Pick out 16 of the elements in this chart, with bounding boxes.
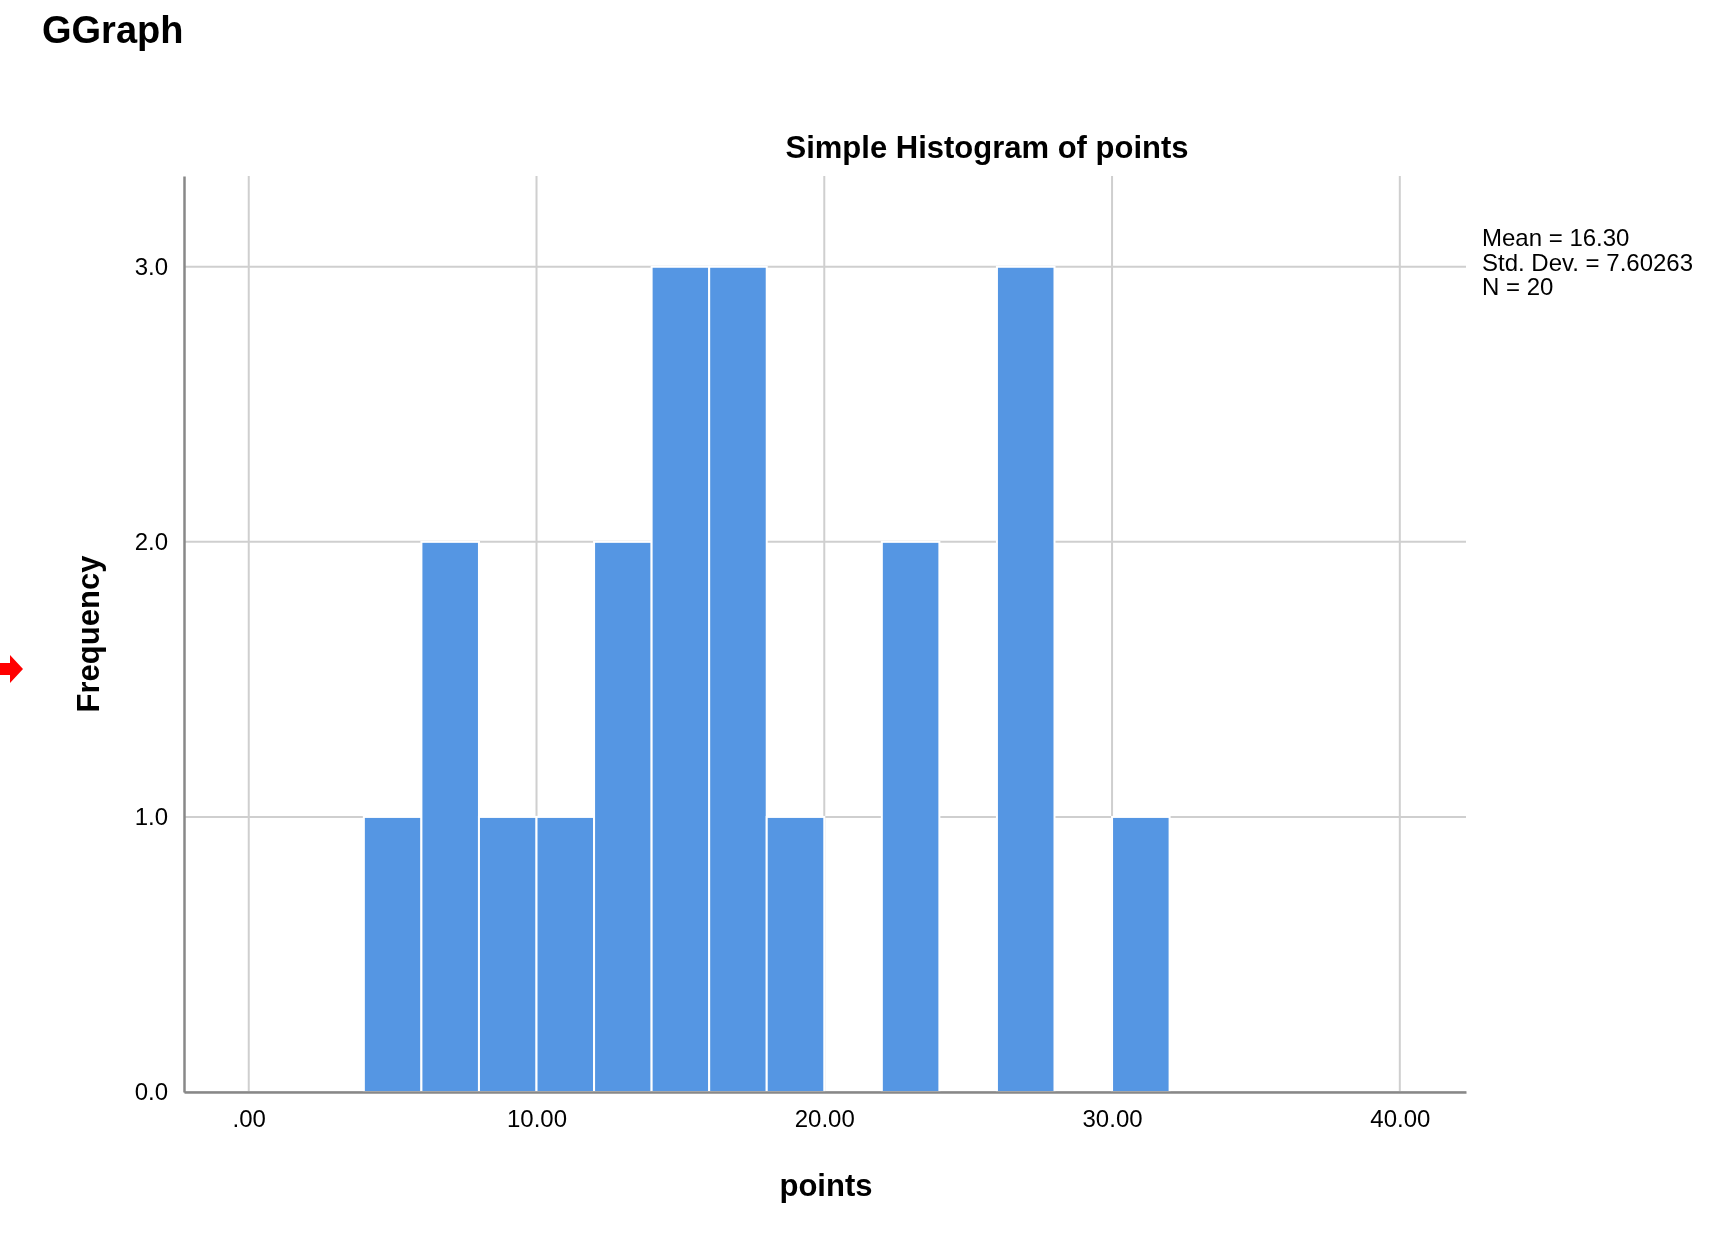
text: Std. Dev. = 7.60263 (1482, 248, 1694, 276)
x-tick-label: 40.00 (1370, 1105, 1431, 1133)
x-axis-title: points (779, 1168, 873, 1203)
x-tick-label: .00 (232, 1105, 266, 1133)
x-tick-label: 30.00 (1082, 1105, 1143, 1133)
text: N = 20 (1482, 273, 1554, 300)
y-axis-title: Frequency (71, 554, 106, 713)
x-tick-label: 20.00 (794, 1105, 855, 1133)
y-tick-label: 2.0 (134, 528, 168, 556)
y-tick-label: 3.0 (134, 252, 168, 280)
y-tick-label: 1.0 (134, 803, 168, 831)
chart-title: GGraph (42, 9, 184, 51)
text: Mean = 16.30 (1482, 224, 1630, 251)
x-tick-label: 10.00 (506, 1105, 568, 1133)
y-tick-label: 0.0 (134, 1078, 168, 1106)
chart-subtitle: Simple Histogram of points (785, 130, 1189, 165)
